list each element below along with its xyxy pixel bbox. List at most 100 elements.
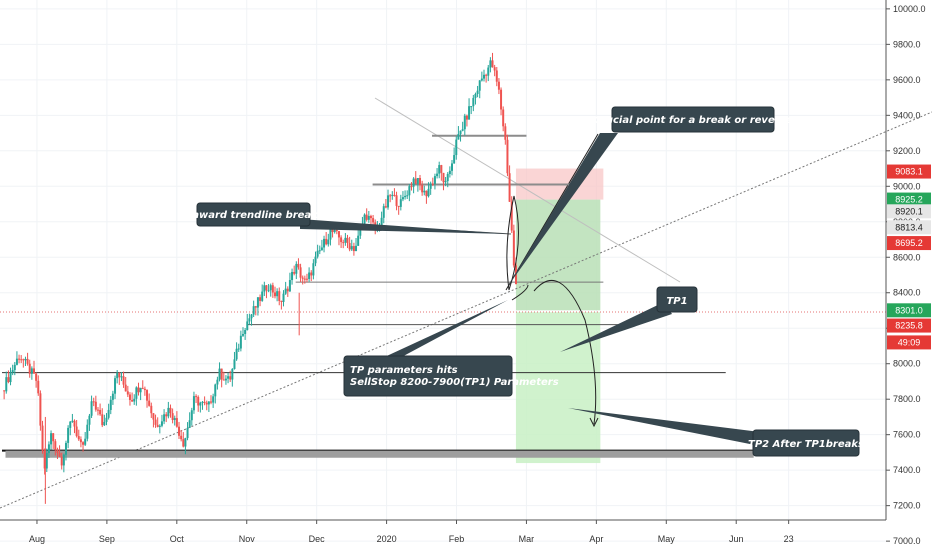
candle-body xyxy=(482,74,485,79)
candle-body xyxy=(265,285,268,291)
candle-body xyxy=(158,425,161,427)
candle-body xyxy=(241,333,244,336)
candle-body xyxy=(224,378,227,381)
callout-tp1[interactable]: TP1 xyxy=(560,286,698,352)
candle-body xyxy=(39,393,42,426)
candle-body xyxy=(47,444,50,454)
candle-body xyxy=(169,407,172,414)
candle-body xyxy=(69,421,72,428)
candle-body xyxy=(333,229,336,233)
support-band xyxy=(5,450,754,458)
candle-body xyxy=(239,335,242,349)
candle-body xyxy=(118,372,121,378)
candle-body xyxy=(316,250,319,257)
candle-body xyxy=(188,420,191,428)
candle-body xyxy=(267,290,270,292)
candle-body xyxy=(201,401,204,403)
candle-body xyxy=(414,178,417,184)
candle-body xyxy=(184,438,187,447)
candle-body xyxy=(182,439,185,447)
candle-body xyxy=(20,359,23,361)
candle-body xyxy=(320,247,323,251)
candle-body xyxy=(82,442,85,445)
y-tick-label: 9200.0 xyxy=(893,146,921,156)
candle-body xyxy=(248,318,251,322)
candle-body xyxy=(237,348,240,350)
candle-body xyxy=(303,278,306,280)
candle-body xyxy=(363,214,366,224)
candle-body xyxy=(436,173,439,177)
time-axis[interactable]: Aug Sep Oct Nov Dec 2020 Feb Mar Apr May Jun 23 xyxy=(0,519,886,544)
candle-body xyxy=(45,453,48,469)
candle-body xyxy=(429,183,432,189)
candle-body xyxy=(5,377,8,392)
projection-drawings xyxy=(506,195,599,428)
candle-body xyxy=(222,379,225,381)
candle-body xyxy=(465,115,468,120)
candle-body xyxy=(331,228,334,233)
candle-body xyxy=(229,376,232,380)
candle-body xyxy=(457,133,460,140)
candle-body xyxy=(116,372,119,379)
candle-body xyxy=(293,271,296,274)
candle-body xyxy=(75,426,78,437)
price-axis[interactable]: 10000.09800.09600.09400.09200.09000.0880… xyxy=(885,0,926,546)
candle-body xyxy=(491,60,494,68)
candle-body xyxy=(419,177,422,186)
candle-body xyxy=(487,67,490,76)
candle-body xyxy=(327,239,330,245)
candle-body xyxy=(271,285,274,293)
candle-body xyxy=(84,438,87,445)
candle-body xyxy=(463,115,466,130)
candle-body xyxy=(286,288,289,292)
candle-body xyxy=(389,195,392,197)
candle-body xyxy=(421,185,424,193)
candle-body xyxy=(408,186,411,196)
candle-body xyxy=(340,237,343,243)
candle-body xyxy=(384,206,387,208)
callout-inward-trendline-break[interactable]: Inward trendline break xyxy=(188,202,510,234)
candle-body xyxy=(280,300,283,302)
candle-body xyxy=(67,427,70,443)
candle-body xyxy=(410,186,413,188)
candle-body xyxy=(416,177,419,184)
candle-body xyxy=(301,277,304,279)
candle-body xyxy=(114,378,117,394)
y-tick-label: 8400.0 xyxy=(893,288,921,298)
candle-body xyxy=(90,401,93,416)
price-tag xyxy=(887,236,931,251)
price-tag-label: 49:09 xyxy=(898,337,921,347)
candle-body xyxy=(79,439,82,443)
candle-body xyxy=(455,139,458,156)
candle-body xyxy=(122,376,125,385)
candle-body xyxy=(346,237,349,244)
candle-body xyxy=(489,60,492,68)
callout-tp-parameters[interactable]: TP parameters hits SellStop 8200-7900(TP… xyxy=(343,300,559,397)
candle-body xyxy=(11,370,14,373)
y-tick-label: 9400.0 xyxy=(893,110,921,120)
price-tag-label: 8920.1 xyxy=(895,206,923,216)
y-tick-label: 9800.0 xyxy=(893,39,921,49)
y-tick-label: 7400.0 xyxy=(893,465,921,475)
candle-body xyxy=(474,93,477,98)
candle-body xyxy=(35,373,38,381)
candle-body xyxy=(54,441,57,450)
candle-body xyxy=(126,391,129,395)
candle-body xyxy=(367,215,370,220)
candle-body xyxy=(312,263,315,276)
candle-body xyxy=(9,372,12,383)
candle-body xyxy=(470,106,473,108)
candle-body xyxy=(493,67,496,71)
candle-body xyxy=(401,197,404,200)
candle-body xyxy=(148,400,151,406)
y-tick-label: 7200.0 xyxy=(893,501,921,511)
candle-body xyxy=(355,245,358,252)
callout-tp2[interactable]: TP2 After TP1breaks xyxy=(568,408,864,457)
price-tag-label: 9083.1 xyxy=(895,167,923,177)
candle-body xyxy=(107,409,110,418)
candle-body xyxy=(246,321,249,331)
candle-body xyxy=(103,421,106,426)
callout-crucial-point[interactable]: Crucial point for a break or reverse xyxy=(508,106,793,286)
candle-body xyxy=(318,250,321,252)
